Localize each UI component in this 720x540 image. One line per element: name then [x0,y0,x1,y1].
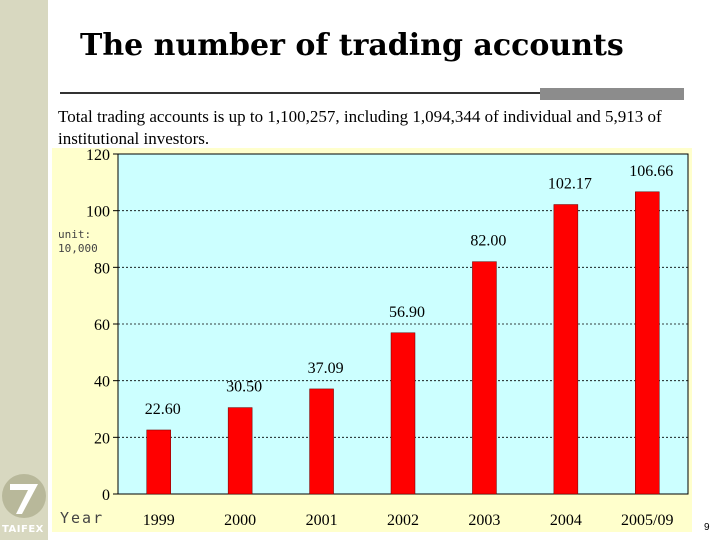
left-sidebar-band [0,0,48,540]
bar-value-label: 82.00 [470,233,506,250]
bar-value-label: 37.09 [308,360,344,377]
y-tick-label: 0 [102,487,110,504]
bar-2002 [390,332,416,495]
y-tick-label: 20 [94,430,110,447]
page-number: 9 [704,522,710,533]
title-underline-accent [540,88,684,100]
x-tick-label: 2004 [550,512,582,529]
x-tick-label: 2002 [387,512,419,529]
bar-value-label: 106.66 [629,163,673,180]
x-axis-ticks: 1999 2000 2001 2002 2003 2004 2005/09 [143,512,674,529]
x-tick-label: 2005/09 [621,512,673,529]
x-tick-label: 1999 [143,512,175,529]
bar-1999 [146,429,171,495]
x-tick-label: 2003 [468,512,500,529]
y-tick-label: 60 [94,317,110,334]
bar-value-label: 30.50 [226,379,262,396]
y-tick-label: 40 [94,374,110,391]
y-tick-label: 100 [86,204,110,221]
slide-title: The number of trading accounts [80,28,624,63]
y-tick-label: 120 [86,147,110,164]
title-underline [60,92,684,94]
bar-value-label: 56.90 [389,304,425,321]
x-tick-label: 2000 [224,512,256,529]
bar-2000 [227,407,253,495]
y-axis-unit-label: unit: [58,228,91,241]
value-labels: 22.60 30.50 37.09 56.90 82.00 102.17 106.66 [145,163,674,418]
x-tick-label: 2001 [306,512,338,529]
taifex-logo-text: TAIFEX [2,524,44,535]
y-tick-label: 80 [94,260,110,277]
x-axis-label: Year [60,509,104,527]
taifex-logo [2,474,46,518]
bar-2005-09 [635,191,660,495]
bar-2004 [553,204,579,495]
bar-value-label: 22.60 [145,401,181,418]
bars [146,191,660,495]
bar-2001 [309,388,334,495]
y-axis-ticks: 0 20 40 60 80 100 120 [86,147,118,504]
bar-value-label: 102.17 [548,176,592,193]
bar-2003 [472,261,497,495]
y-axis-unit-value: 10,000 [58,242,98,255]
slide-description: Total trading accounts is up to 1,100,25… [58,107,662,148]
